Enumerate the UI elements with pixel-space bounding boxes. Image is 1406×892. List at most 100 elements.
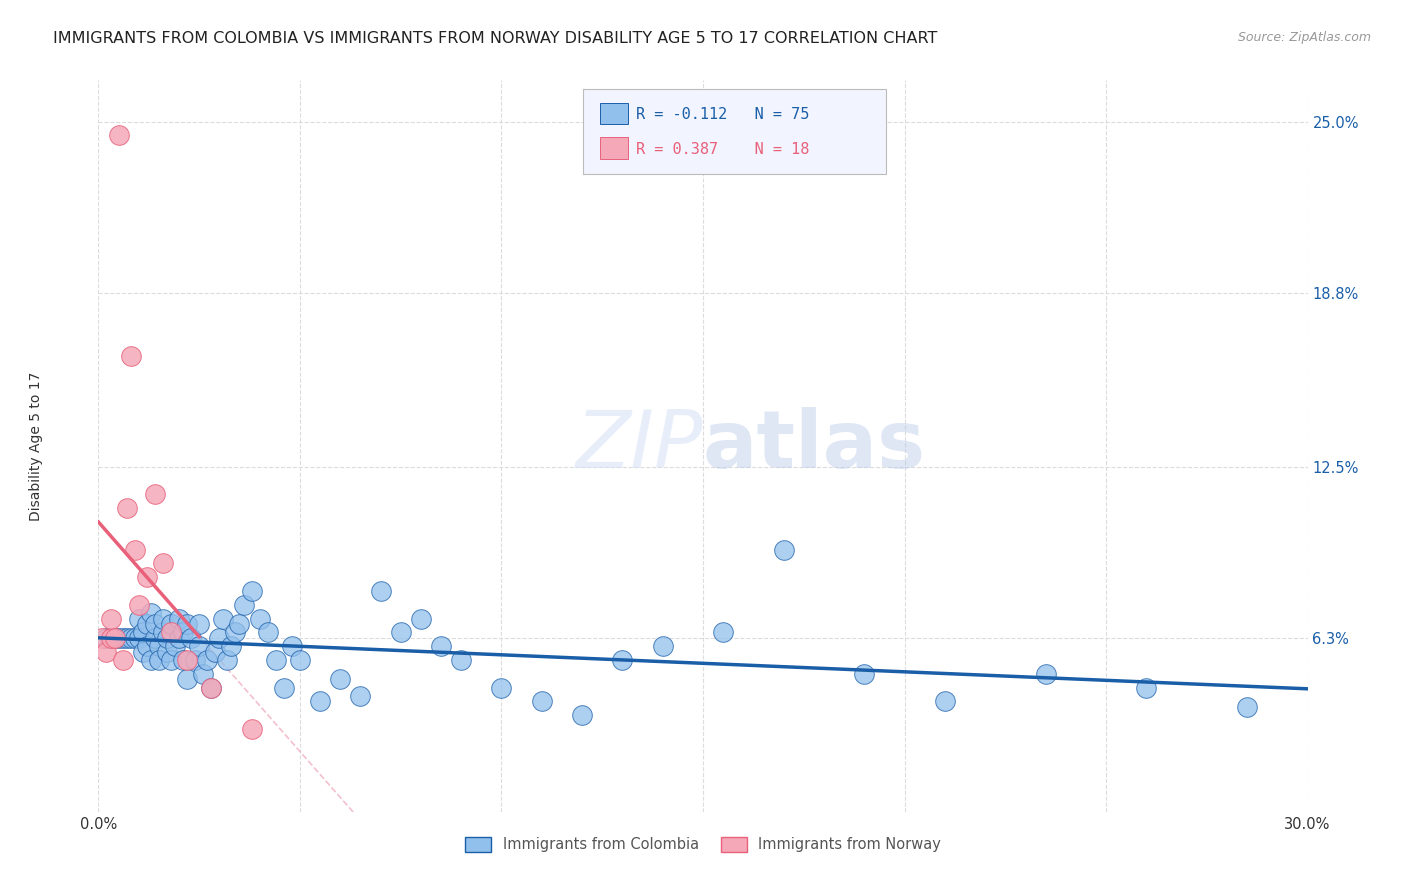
Point (221, 639, 243, 653)
Point (204, 645, 226, 659)
Point (264, 653, 287, 667)
Point (1135, 681, 1157, 695)
Point (232, 598, 254, 612)
Point (491, 681, 513, 695)
Point (389, 625, 412, 640)
Text: R = 0.387    N = 18: R = 0.387 N = 18 (636, 142, 808, 157)
Point (96, 645, 118, 659)
Point (115, 501, 138, 516)
Point (128, 611, 150, 625)
Legend: Immigrants from Colombia, Immigrants from Norway: Immigrants from Colombia, Immigrants fro… (457, 830, 949, 859)
Point (530, 694, 553, 708)
Y-axis label: Disability Age 5 to 17: Disability Age 5 to 17 (30, 371, 42, 521)
Point (208, 631, 231, 645)
Point (160, 617, 183, 632)
Point (240, 722, 263, 736)
Point (143, 631, 166, 645)
Point (143, 617, 166, 632)
Point (160, 653, 183, 667)
Point (132, 645, 155, 659)
Point (612, 653, 634, 667)
Text: ZIP: ZIP (575, 407, 703, 485)
Point (111, 653, 134, 667)
Point (281, 639, 304, 653)
Point (409, 611, 432, 625)
Point (115, 631, 138, 645)
Point (217, 653, 239, 667)
Point (120, 631, 142, 645)
Point (120, 349, 142, 363)
Point (349, 689, 371, 703)
Point (167, 611, 190, 625)
Point (148, 653, 170, 667)
Point (309, 694, 332, 708)
Point (180, 631, 202, 645)
Point (176, 672, 198, 686)
Point (224, 625, 246, 640)
Point (370, 583, 392, 598)
Point (100, 631, 122, 645)
Point (124, 542, 146, 557)
Point (107, 631, 129, 645)
Point (91, 631, 114, 645)
Point (853, 666, 876, 681)
Point (139, 606, 162, 620)
Point (132, 625, 155, 640)
Point (107, 128, 129, 143)
Point (228, 617, 250, 632)
Point (450, 653, 472, 667)
Point (135, 570, 157, 584)
Point (167, 631, 190, 645)
Point (176, 653, 198, 667)
Point (143, 487, 166, 501)
Point (288, 653, 311, 667)
Point (200, 681, 222, 695)
Point (152, 557, 174, 571)
Point (111, 631, 134, 645)
Point (128, 598, 150, 612)
Text: atlas: atlas (703, 407, 927, 485)
Point (160, 625, 183, 640)
Point (100, 631, 122, 645)
Point (103, 631, 125, 645)
Point (128, 631, 150, 645)
Point (172, 625, 194, 640)
Point (96, 631, 118, 645)
Point (139, 653, 162, 667)
Point (195, 653, 218, 667)
Point (184, 653, 207, 667)
Point (1035, 666, 1057, 681)
Point (135, 617, 157, 632)
Point (711, 625, 734, 640)
Point (200, 681, 222, 695)
Point (124, 631, 146, 645)
Point (172, 653, 194, 667)
Point (571, 708, 593, 723)
Point (103, 631, 125, 645)
Point (188, 639, 211, 653)
Text: R = -0.112   N = 75: R = -0.112 N = 75 (636, 107, 808, 122)
Point (176, 617, 198, 632)
Point (188, 617, 211, 632)
Point (256, 625, 278, 640)
Point (1236, 699, 1258, 714)
Point (193, 666, 215, 681)
Point (152, 625, 174, 640)
Point (148, 639, 170, 653)
Point (212, 611, 235, 625)
Point (163, 639, 186, 653)
Text: IMMIGRANTS FROM COLOMBIA VS IMMIGRANTS FROM NORWAY DISABILITY AGE 5 TO 17 CORREL: IMMIGRANTS FROM COLOMBIA VS IMMIGRANTS F… (53, 31, 938, 46)
Point (152, 611, 174, 625)
Point (651, 639, 673, 653)
Point (772, 542, 794, 557)
Point (100, 611, 122, 625)
Point (273, 681, 295, 695)
Point (430, 639, 453, 653)
Point (934, 694, 956, 708)
Point (156, 645, 179, 659)
Point (249, 611, 271, 625)
Point (240, 583, 263, 598)
Point (156, 631, 179, 645)
Text: Source: ZipAtlas.com: Source: ZipAtlas.com (1237, 31, 1371, 45)
Point (329, 672, 352, 686)
